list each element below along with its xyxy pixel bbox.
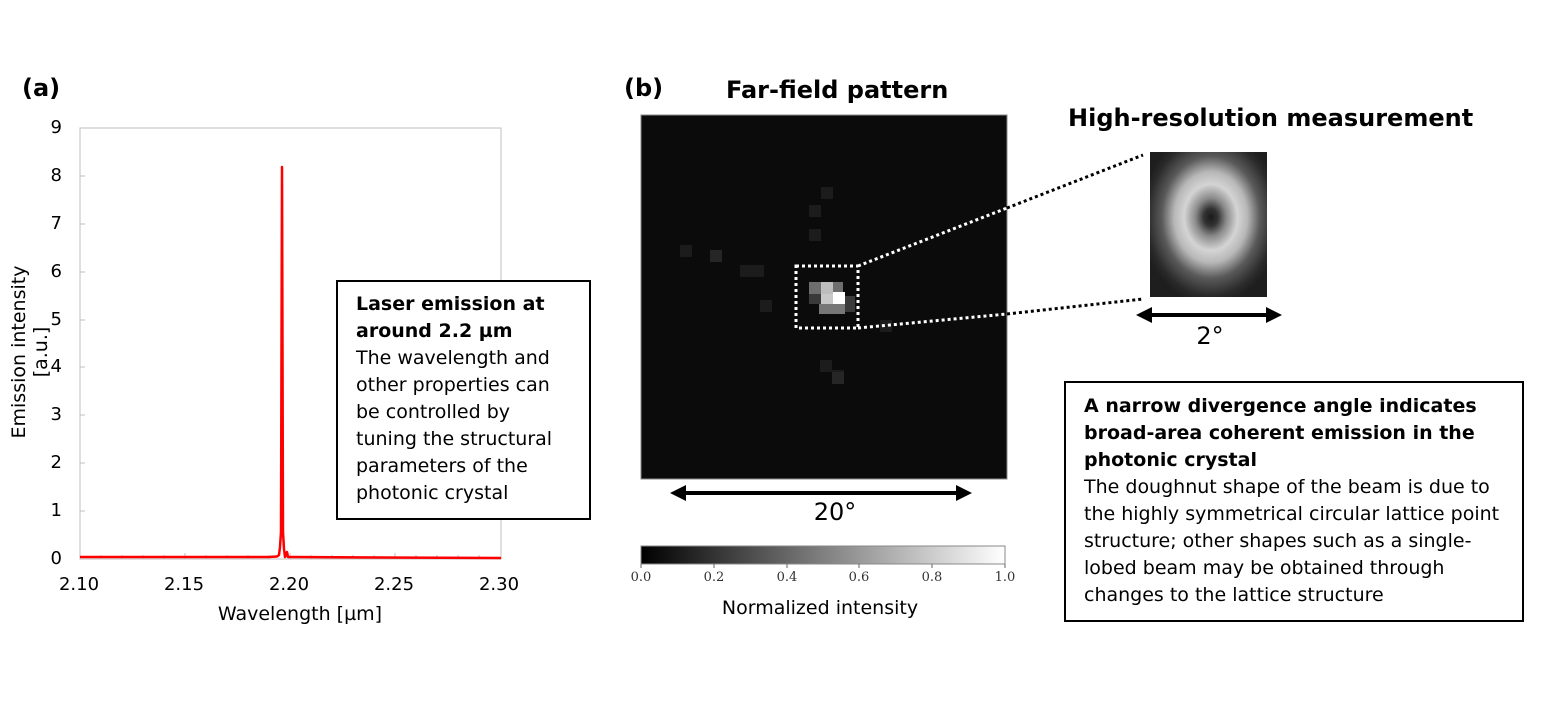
- x-axis-title: Wavelength [µm]: [217, 603, 383, 625]
- hires-span-label: 2°: [1196, 322, 1224, 350]
- callout-body-line: The wavelength and: [356, 347, 550, 369]
- emission-callout: Laser emission at around 2.2 µm The wave…: [336, 280, 591, 520]
- callout-body-line: changes to the lattice structure: [1084, 584, 1384, 606]
- far-field-title: Far-field pattern: [726, 76, 949, 104]
- callout-body-line: The doughnut shape of the beam is due to: [1084, 476, 1490, 498]
- y-tick-label: 8: [50, 165, 62, 186]
- y-tick-label: 1: [50, 500, 62, 521]
- colorbar-label: Normalized intensity: [721, 597, 919, 619]
- x-tick-label: 2.10: [58, 574, 100, 595]
- hires-beam-image: [1150, 152, 1267, 297]
- callout-title-line: A narrow divergence angle indicates: [1084, 395, 1477, 417]
- panel-b-label: (b): [624, 74, 664, 102]
- callout-body-line: parameters of the: [356, 455, 528, 477]
- callout-body-line: other properties can: [356, 374, 550, 396]
- colorbar-tick: 1.0: [994, 570, 1016, 585]
- callout-title-line: photonic crystal: [1084, 449, 1257, 471]
- y-tick-label: 5: [50, 309, 62, 330]
- callout-title-line: Laser emission at: [356, 293, 545, 315]
- colorbar-tick: 0.4: [776, 570, 798, 585]
- x-tick-label: 2.25: [373, 574, 415, 595]
- colorbar-tick: 0.0: [630, 570, 652, 585]
- callout-body-line: structure; other shapes such as a single…: [1084, 530, 1472, 552]
- y-tick-label: 2: [50, 452, 62, 473]
- hires-span-arrow: [1136, 307, 1282, 323]
- callout-title-line: broad-area coherent emission in the: [1084, 422, 1475, 444]
- callout-body-line: be controlled by: [356, 401, 511, 423]
- y-tick-label: 0: [50, 548, 62, 569]
- callout-body-line: lobed beam may be obtained through: [1084, 557, 1445, 579]
- far-field-span-label: 20°: [813, 498, 857, 526]
- y-tick-label: 4: [50, 356, 62, 377]
- callout-body-line: tuning the structural: [356, 428, 553, 450]
- colorbar-tick: 0.8: [921, 570, 943, 585]
- far-field-span-arrow: [670, 485, 972, 501]
- callout-body-line: photonic crystal: [356, 482, 509, 504]
- colorbar-tick: 0.2: [703, 570, 725, 585]
- x-tick-label: 2.20: [268, 574, 310, 595]
- y-tick-label: 9: [50, 117, 62, 138]
- panel-a-label: (a): [22, 74, 61, 102]
- y-tick-label: 3: [50, 404, 62, 425]
- callout-title-line: around 2.2 µm: [356, 320, 513, 342]
- hires-title: High-resolution measurement: [1068, 104, 1474, 132]
- x-tick-label: 2.15: [163, 574, 205, 595]
- colorbar: [640, 545, 1006, 565]
- y-tick-label: 7: [50, 213, 62, 234]
- callout-body-line: the highly symmetrical circular lattice …: [1084, 503, 1500, 525]
- x-tick-label: 2.30: [478, 574, 520, 595]
- y-tick-label: 6: [50, 261, 62, 282]
- divergence-callout: A narrow divergence angle indicates broa…: [1064, 381, 1524, 622]
- colorbar-tick: 0.6: [848, 570, 870, 585]
